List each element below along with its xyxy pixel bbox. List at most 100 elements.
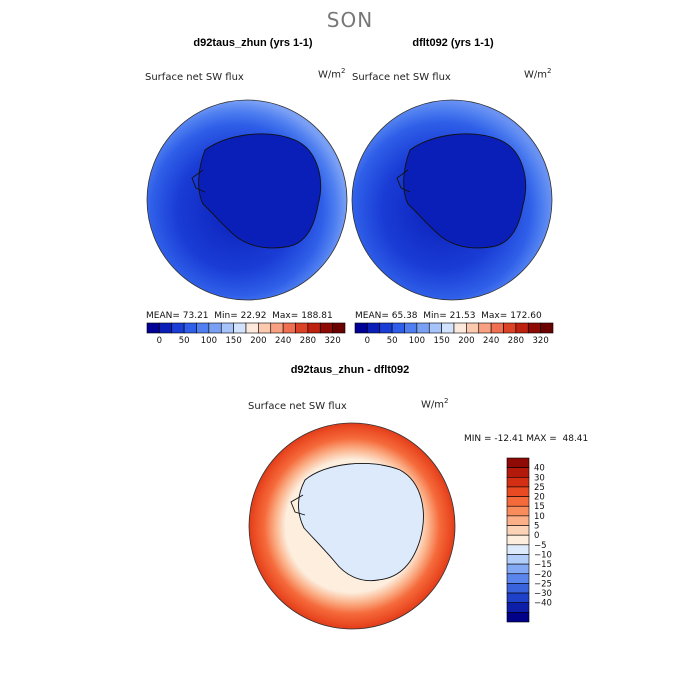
panel1-colorbar-cell xyxy=(171,322,185,334)
panel3-colorbar-cell xyxy=(506,544,530,555)
panel2-colorbar-tick-label: 240 xyxy=(483,336,499,346)
panel2-stats: MEAN= 65.38 Min= 21.53 Max= 172.60 xyxy=(355,311,542,321)
panel1-colorbar-cell xyxy=(208,322,222,334)
panel3-colorbar-tick-label: 20 xyxy=(534,493,545,503)
panel1-units: W/m2 xyxy=(318,67,346,81)
panel3-colorbar-tick-label: 30 xyxy=(534,473,545,483)
page-title: SON xyxy=(326,8,374,32)
panel1-colorbar-tick-label: 200 xyxy=(250,336,266,346)
panel3-colorbar-tick-label: 15 xyxy=(534,502,545,512)
panel2-colorbar-cell xyxy=(391,322,405,334)
panel3-colorbar-tick-label: −20 xyxy=(534,570,552,580)
panel3-antarctica-coastline xyxy=(298,462,424,582)
panel3-colorbar-cell xyxy=(506,573,530,584)
panel1-colorbar-cell xyxy=(319,322,333,334)
panel1-colorbar-cell xyxy=(282,322,296,334)
panel1-colorbar-tick-label: 150 xyxy=(226,336,242,346)
panel3-colorbar-cell xyxy=(506,496,530,507)
panel1-colorbar-cell xyxy=(146,322,160,334)
panel1-max-label: Max= xyxy=(272,311,299,321)
panel1-colorbar-cell xyxy=(332,322,346,334)
panel3-stats: MIN = -12.41 MAX = 48.41 xyxy=(464,434,589,444)
panel2-colorbar-cell xyxy=(404,322,418,334)
panel2-max: 172.60 xyxy=(510,311,542,321)
panel1-variable-label: Surface net SW flux xyxy=(145,72,244,83)
panel2-peninsula xyxy=(396,169,411,193)
panel1-max: 188.81 xyxy=(301,311,333,321)
panel3-colorbar-cell xyxy=(506,563,530,575)
panel2-colorbar-cell xyxy=(515,322,529,334)
panel3-colorbar-cell xyxy=(506,486,530,497)
panel1-antarctica-coastline xyxy=(198,133,321,249)
panel2-colorbar-cell xyxy=(416,322,430,334)
panel2-colorbar-tick-label: 100 xyxy=(409,336,425,346)
panel2-colorbar-cell xyxy=(354,322,368,334)
panel1-title: d92taus_zhun (yrs 1-1) xyxy=(193,37,313,49)
panel2-colorbar-cell xyxy=(503,322,517,334)
panel3-colorbar-tick-label: 10 xyxy=(534,512,545,522)
panel3-units: W/m2 xyxy=(421,397,449,411)
panel3-colorbar-cell xyxy=(506,534,530,546)
panel2-colorbar-cell xyxy=(441,322,455,334)
panel3-colorbar-tick-label: −5 xyxy=(534,541,547,551)
panel1-stats: MEAN= 73.21 Min= 22.92 Max= 188.81 xyxy=(146,311,333,321)
panel3-colorbar-tick-label: 40 xyxy=(534,464,545,474)
panel2-min-label: Min= xyxy=(423,311,447,321)
panel3-colorbar-cell xyxy=(506,554,530,565)
panel3-colorbar-tick-label: 5 xyxy=(534,522,539,532)
panel2-min: 21.53 xyxy=(449,311,476,321)
panel3-colorbar-tick-label: 0 xyxy=(534,531,539,541)
panel2-colorbar-tick-label: 200 xyxy=(458,336,474,346)
panel3-peninsula xyxy=(290,494,306,516)
panel3-colorbar-cell xyxy=(506,592,530,604)
panel3-colorbar-cell xyxy=(506,602,530,613)
panel3-colorbar-tick-label: −40 xyxy=(534,599,552,609)
panel3-colorbar-cell xyxy=(506,476,530,488)
panel1-colorbar-cell xyxy=(307,322,321,334)
panel2-colorbar-cell xyxy=(540,322,554,334)
panel3-map xyxy=(248,422,456,630)
panel1-map xyxy=(146,99,348,301)
panel2-title: dflt092 (yrs 1-1) xyxy=(412,37,494,49)
panel3-colorbar-cell xyxy=(506,515,530,526)
panel1-colorbar-cell xyxy=(220,322,234,334)
panel1-colorbar-tick-label: 320 xyxy=(325,336,341,346)
panel2-colorbar-tick-label: 280 xyxy=(508,336,524,346)
panel1-colorbar: 0 50 100 150 200 240 280 320 xyxy=(146,322,346,346)
panel2-colorbar-tick-label: 50 xyxy=(387,336,398,346)
panel2-colorbar-tick-label: 0 xyxy=(365,336,370,346)
panel2-colorbar-tick-label: 320 xyxy=(533,336,549,346)
panel3-colorbar-tick-label: −10 xyxy=(534,550,552,560)
panel3-colorbar-tick-label: −25 xyxy=(534,579,552,589)
panel2-colorbar-cell xyxy=(490,322,504,334)
panel2-colorbar: 0 50 100 150 200 240 280 320 xyxy=(354,322,554,346)
panel2-colorbar-cell xyxy=(367,322,381,334)
panel3-colorbar-cell xyxy=(506,467,530,478)
panel3-colorbar-tick-label: −15 xyxy=(534,560,552,570)
panel1-mean-label: MEAN= xyxy=(146,311,180,321)
panel3-colorbar-tick-label: −30 xyxy=(534,589,552,599)
panel2-colorbar-cell xyxy=(379,322,393,334)
panel2-colorbar-cell xyxy=(478,322,492,334)
panel1-min-label: Min= xyxy=(214,311,238,321)
panel2-map xyxy=(351,99,553,301)
panel2-colorbar-cell xyxy=(453,322,467,334)
panel1-colorbar-cell xyxy=(196,322,210,334)
panel1-min: 22.92 xyxy=(240,311,267,321)
panel2-units: W/m2 xyxy=(524,67,552,81)
panel1-colorbar-tick-label: 50 xyxy=(179,336,190,346)
panel1-mean: 73.21 xyxy=(182,311,209,321)
panel1-colorbar-cell xyxy=(295,322,309,334)
panel1-colorbar-cell xyxy=(159,322,173,334)
panel2-colorbar-tick-label: 150 xyxy=(434,336,450,346)
panel1-colorbar-cell xyxy=(270,322,284,334)
panel3-title: d92taus_zhun - dflt092 xyxy=(290,364,410,376)
panel2-mean-label: MEAN= xyxy=(355,311,389,321)
panel2-colorbar-cell xyxy=(466,322,480,334)
panel1-colorbar-cell xyxy=(183,322,197,334)
panel3-colorbar-cell xyxy=(506,583,530,594)
panel2-mean: 65.38 xyxy=(391,311,418,321)
panel2-colorbar-cell xyxy=(428,322,442,334)
